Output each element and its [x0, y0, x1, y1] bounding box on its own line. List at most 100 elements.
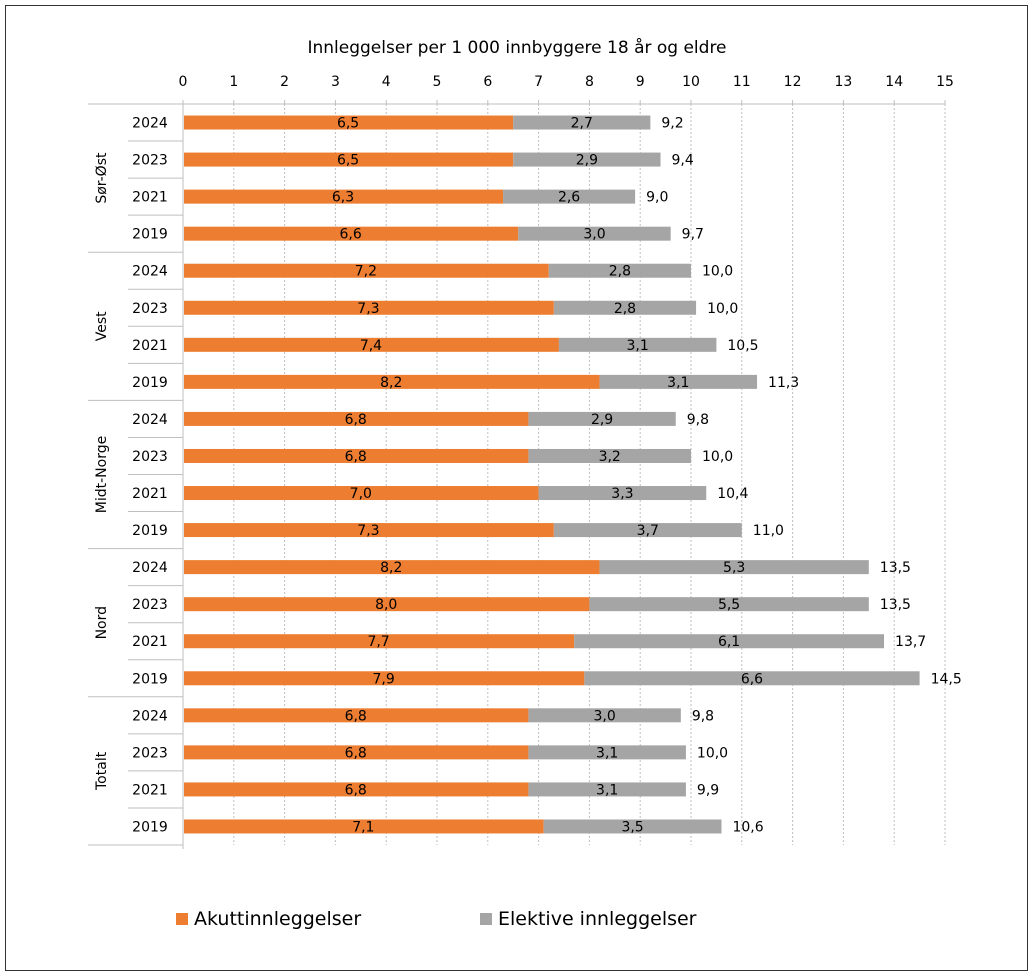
bar-acute — [184, 226, 519, 241]
data-label-elective: 2,9 — [591, 412, 613, 428]
year-label: 2019 — [132, 819, 168, 835]
x-tick-label: 9 — [636, 74, 645, 90]
year-label: 2019 — [132, 227, 168, 243]
year-label: 2021 — [132, 338, 168, 354]
bar-acute — [184, 560, 600, 575]
x-tick-label: 14 — [885, 74, 903, 90]
bar-acute — [184, 189, 504, 204]
data-label-total: 10,0 — [702, 449, 733, 465]
bar-acute — [184, 263, 549, 278]
year-label: 2023 — [132, 153, 168, 169]
year-label: 2021 — [132, 486, 168, 502]
data-label-elective: 2,6 — [558, 190, 580, 206]
data-label-total: 10,5 — [727, 338, 758, 354]
x-tick-label: 5 — [433, 74, 442, 90]
data-label-elective: 3,5 — [621, 819, 643, 835]
data-label-total: 9,7 — [682, 227, 704, 243]
bar-acute — [184, 411, 529, 426]
data-label-elective: 3,1 — [627, 338, 649, 354]
bar-elective — [538, 486, 707, 501]
bar-acute — [184, 300, 554, 315]
bar-elective — [553, 523, 742, 538]
bar-elective — [528, 411, 676, 426]
bar-elective — [543, 819, 722, 834]
chart-title: Innleggelser per 1 000 innbyggere 18 år … — [307, 38, 727, 58]
data-label-acute: 7,3 — [357, 301, 379, 317]
data-label-elective: 3,1 — [667, 375, 689, 391]
x-tick-label: 13 — [834, 74, 852, 90]
data-label-total: 9,2 — [661, 116, 683, 132]
data-label-elective: 2,7 — [571, 116, 593, 132]
x-tick-label: 10 — [682, 74, 700, 90]
legend-swatch-elective — [480, 913, 492, 925]
bar-acute — [184, 708, 529, 723]
group-label: Totalt — [94, 751, 110, 791]
year-label: 2021 — [132, 782, 168, 798]
x-tick-label: 15 — [936, 74, 954, 90]
group-label: Midt-Norge — [94, 436, 110, 513]
data-label-elective: 3,1 — [596, 745, 618, 761]
data-label-acute: 6,5 — [337, 116, 359, 132]
data-label-acute: 6,6 — [340, 227, 362, 243]
data-label-elective: 3,0 — [583, 227, 605, 243]
bar-elective — [599, 560, 869, 575]
x-tick-label: 4 — [382, 74, 391, 90]
x-tick-label: 12 — [784, 74, 802, 90]
data-label-total: 9,8 — [687, 412, 709, 428]
bar-elective — [589, 597, 869, 612]
data-label-total: 10,6 — [732, 819, 763, 835]
data-label-acute: 7,2 — [355, 264, 377, 280]
data-label-total: 9,4 — [672, 153, 694, 169]
year-label: 2023 — [132, 597, 168, 613]
data-label-total: 13,5 — [880, 597, 911, 613]
x-tick-label: 1 — [229, 74, 238, 90]
year-label: 2024 — [132, 412, 168, 428]
bar-elective — [528, 708, 681, 723]
x-tick-label: 0 — [179, 74, 188, 90]
bar-elective — [513, 152, 661, 167]
data-label-acute: 7,9 — [373, 671, 395, 687]
data-label-elective: 6,1 — [718, 634, 740, 650]
data-label-total: 14,5 — [931, 671, 962, 687]
year-label: 2019 — [132, 375, 168, 391]
bar-elective — [558, 337, 717, 352]
bar-acute — [184, 819, 544, 834]
bar-elective — [599, 374, 758, 389]
data-label-elective: 3,2 — [599, 449, 621, 465]
x-tick-label: 3 — [331, 74, 340, 90]
year-label: 2019 — [132, 671, 168, 687]
bar-elective — [553, 300, 697, 315]
data-label-elective: 3,1 — [596, 782, 618, 798]
year-label: 2021 — [132, 190, 168, 206]
data-label-acute: 8,2 — [380, 560, 402, 576]
data-label-acute: 6,8 — [345, 745, 367, 761]
data-label-total: 11,3 — [768, 375, 799, 391]
data-label-elective: 5,5 — [718, 597, 740, 613]
data-label-total: 10,0 — [702, 264, 733, 280]
data-label-acute: 6,3 — [332, 190, 354, 206]
bar-elective — [503, 189, 636, 204]
data-label-acute: 7,7 — [367, 634, 389, 650]
legend-label-elective: Elektive innleggelser — [498, 908, 697, 930]
year-label: 2023 — [132, 301, 168, 317]
data-label-acute: 6,8 — [345, 412, 367, 428]
data-label-total: 9,0 — [646, 190, 668, 206]
x-tick-label: 8 — [585, 74, 594, 90]
bar-acute — [184, 448, 529, 463]
x-tick-label: 7 — [534, 74, 543, 90]
legend-item-elective: Elektive innleggelser — [480, 908, 697, 930]
data-label-elective: 3,3 — [611, 486, 633, 502]
bar-acute — [184, 782, 529, 797]
year-label: 2021 — [132, 634, 168, 650]
data-label-elective: 2,8 — [609, 264, 631, 280]
bar-acute — [184, 523, 554, 538]
bar-acute — [184, 671, 585, 686]
chart-frame — [5, 5, 1028, 971]
data-label-elective: 2,8 — [614, 301, 636, 317]
year-label: 2024 — [132, 560, 168, 576]
year-label: 2019 — [132, 523, 168, 539]
data-label-elective: 3,7 — [637, 523, 659, 539]
bar-acute — [184, 745, 529, 760]
